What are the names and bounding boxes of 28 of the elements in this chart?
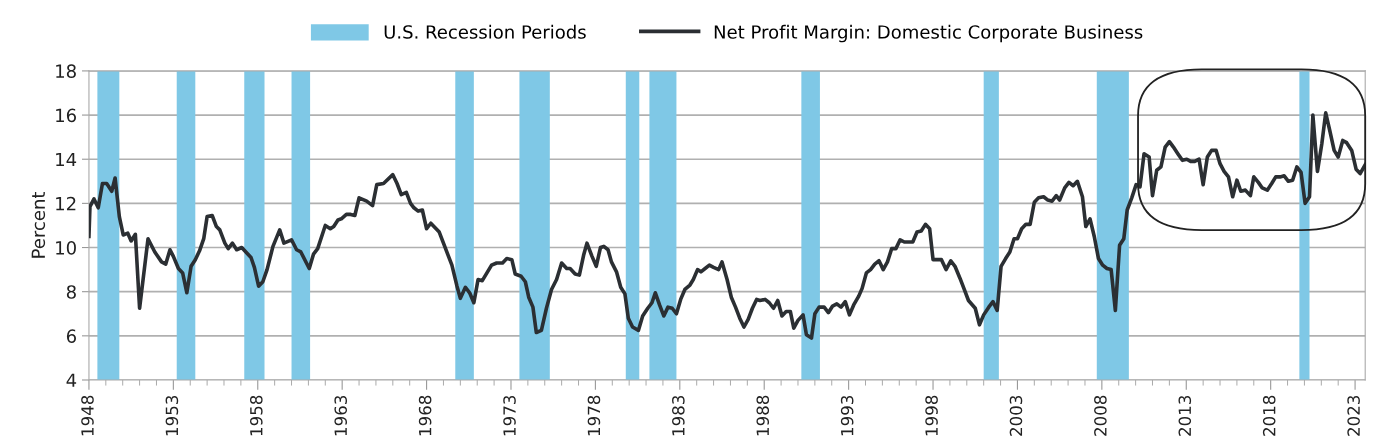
x-tick-label: 2013 <box>1178 395 1192 436</box>
line-series <box>88 111 1366 340</box>
x-tick-label: 1973 <box>503 395 516 436</box>
y-tick-label: 8 <box>66 285 76 299</box>
x-tick-label: 2008 <box>1094 395 1107 436</box>
x-tick-label: 1968 <box>418 395 432 436</box>
y-tick-label: 16 <box>56 108 76 123</box>
y-tick-label: 12 <box>56 196 76 211</box>
x-tick-label: 1963 <box>334 395 348 436</box>
x-tick-label: 1988 <box>756 395 770 436</box>
legend-label: U.S. Recession Periods <box>384 24 586 39</box>
x-tick-label: 1998 <box>925 395 938 436</box>
y-tick-label: 10 <box>56 240 76 255</box>
legend-label: Net Profit Margin: Domestic Corporate Business <box>714 24 1143 43</box>
x-tick-label: 2023 <box>1347 395 1360 436</box>
x-tick-label: 1953 <box>165 395 179 436</box>
x-tick-label: 2018 <box>1262 395 1276 436</box>
y-tick-label: 4 <box>66 373 77 387</box>
x-tick-label: 1978 <box>587 395 601 436</box>
y-axis-title: Percent <box>31 191 46 258</box>
y-tick-label: 14 <box>56 152 77 167</box>
x-tick-label: 1993 <box>840 395 854 436</box>
x-tick-label: 1983 <box>672 395 685 436</box>
y-tick-label: 6 <box>66 329 76 343</box>
x-tick-label: 1948 <box>81 395 94 436</box>
x-tick-label: 1958 <box>249 395 263 436</box>
y-tick-label: 18 <box>56 64 76 79</box>
x-tick-label: 2003 <box>1009 395 1023 436</box>
